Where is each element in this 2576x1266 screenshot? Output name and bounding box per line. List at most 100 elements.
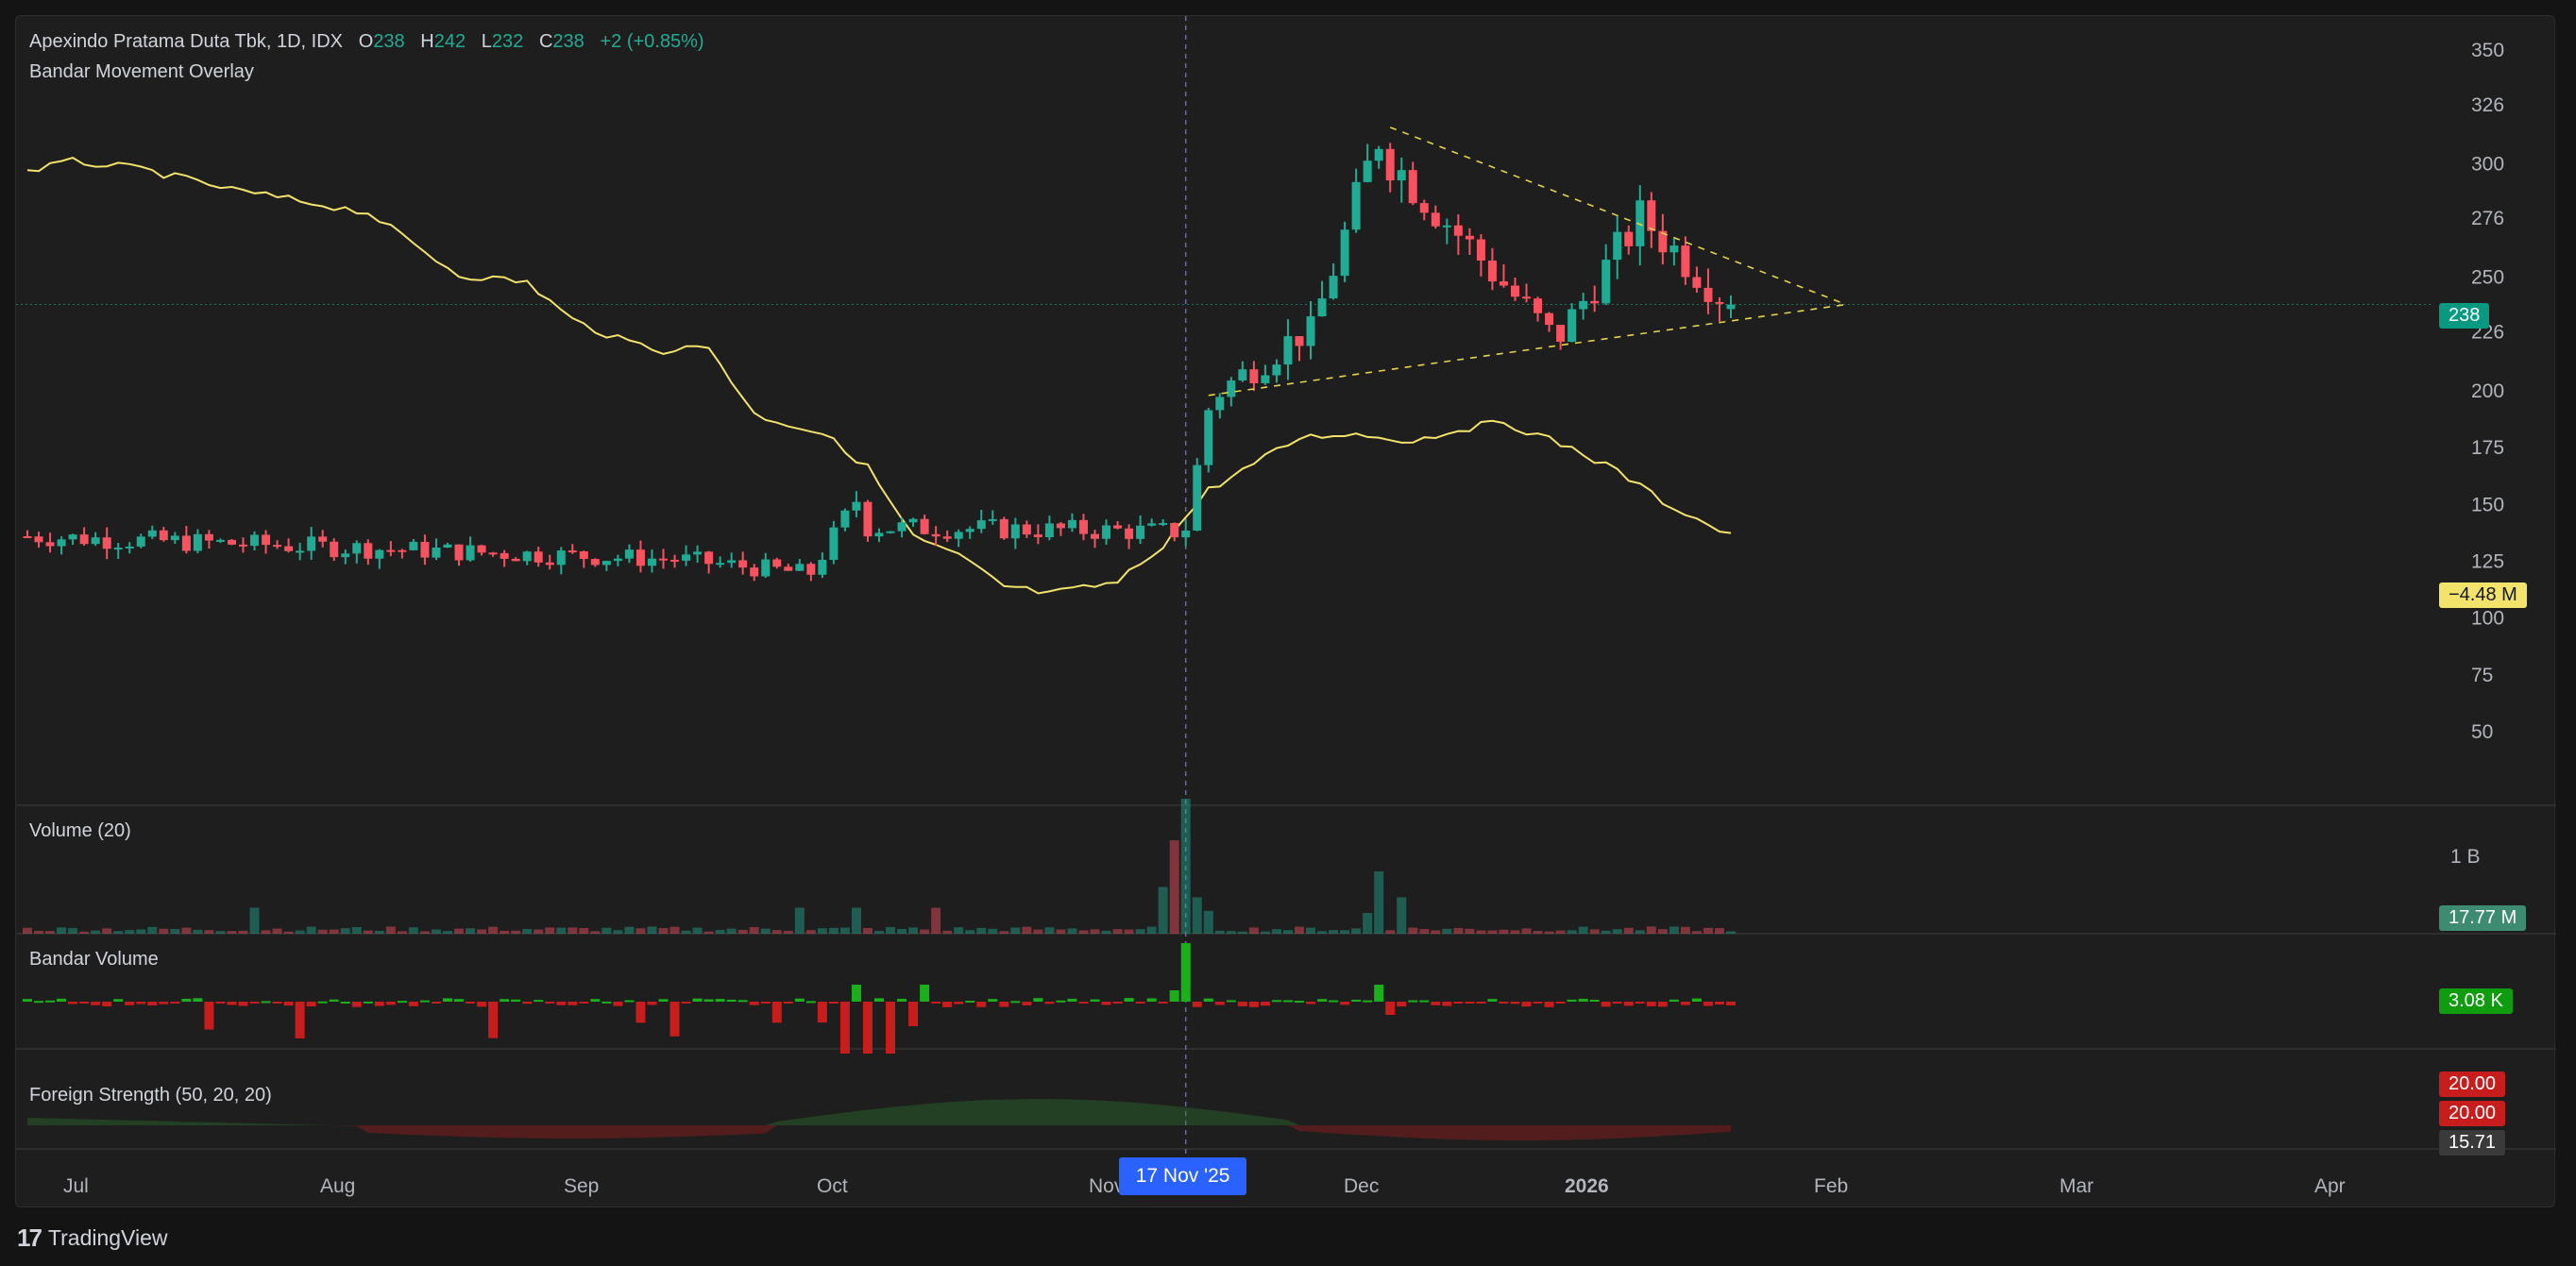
volume-bar <box>999 931 1009 934</box>
candle-body <box>113 548 123 550</box>
bandar-bar <box>1146 998 1157 1002</box>
volume-bar <box>556 927 567 934</box>
bandar-bar <box>283 1002 294 1006</box>
bandar-bar <box>113 999 124 1002</box>
bandar-bar <box>1340 1002 1350 1005</box>
volume-bar <box>1340 930 1350 934</box>
volume-bar <box>715 929 725 934</box>
bandar-bar <box>1203 998 1213 1002</box>
high-value: 242 <box>433 31 466 52</box>
bandar-bar <box>1657 1002 1668 1007</box>
bandar-bar <box>760 1002 771 1004</box>
volume-bar <box>1022 926 1032 934</box>
volume-bar <box>1510 930 1520 934</box>
volume-bar <box>1294 926 1304 934</box>
bandar-bar <box>1329 1000 1339 1003</box>
foreign-strength-positive-area <box>27 1099 1731 1125</box>
candle-body <box>613 558 622 562</box>
bandar-bar <box>568 1002 578 1005</box>
bandar-bar <box>681 1002 691 1004</box>
bandar-bar <box>340 1001 350 1004</box>
bandar-bar <box>1521 1002 1532 1007</box>
bandar-bar <box>1487 999 1498 1002</box>
candle-body <box>772 559 782 567</box>
candle-body <box>398 549 407 552</box>
candle-body <box>647 558 656 566</box>
bandar-bar <box>886 1002 896 1054</box>
time-axis-label: Nov <box>1089 1175 1125 1197</box>
candle-body <box>1408 170 1417 204</box>
time-axis-label: Feb <box>1814 1175 1848 1197</box>
candle-body <box>386 549 396 552</box>
bandar-bar <box>954 1002 964 1004</box>
price-axis-label: 350 <box>2471 40 2504 61</box>
candle-body <box>579 550 588 560</box>
bandar-bar <box>579 1002 589 1004</box>
candle-body <box>636 549 645 566</box>
bandar-bar <box>442 998 452 1002</box>
candle-body <box>284 546 294 551</box>
footer-brand[interactable]: 17 TradingView <box>17 1222 168 1254</box>
overlay-series-line <box>26 157 1732 595</box>
bandar-bar <box>1363 1000 1373 1003</box>
bandar-bar <box>249 1002 260 1004</box>
candle-body <box>1453 225 1463 236</box>
volume-bar <box>238 930 248 934</box>
bandar-bar <box>1271 1000 1281 1003</box>
price-axis-label: 125 <box>2471 551 2504 573</box>
volume-bar <box>1646 926 1656 934</box>
candle-body <box>1067 519 1076 529</box>
overlay-legend[interactable]: Bandar Movement Overlay <box>29 61 254 82</box>
candle-body <box>1419 203 1429 213</box>
candle-body <box>262 534 271 546</box>
bandar-bar <box>1589 999 1600 1002</box>
volume-bar <box>590 931 601 934</box>
candle-body <box>204 533 213 541</box>
bandar-value-tag: 3.08 K <box>2439 988 2513 1014</box>
foreign-pane-title[interactable]: Foreign Strength (50, 20, 20) <box>29 1085 272 1106</box>
volume-bar <box>1260 931 1270 934</box>
candle-body <box>364 543 373 559</box>
bandar-bar <box>1544 1002 1554 1007</box>
bandar-pane-title[interactable]: Bandar Volume <box>29 949 159 970</box>
bandar-bar <box>839 1002 850 1054</box>
volume-bar <box>1135 929 1145 934</box>
volume-bar <box>1487 930 1498 934</box>
volume-bar <box>34 930 44 934</box>
candle-body <box>1102 525 1111 539</box>
candle-body <box>1010 524 1020 539</box>
candle-body <box>806 564 816 575</box>
bandar-bar <box>272 1002 282 1004</box>
bandar-bar <box>1112 1002 1123 1004</box>
candle-body <box>1351 181 1361 230</box>
candle-body <box>239 544 248 547</box>
candle-body <box>1431 212 1440 227</box>
bandar-bar <box>1453 1002 1464 1004</box>
candle-body <box>682 554 691 561</box>
candle-body <box>488 552 498 555</box>
volume-bar <box>1067 928 1077 934</box>
volume-bar <box>1623 927 1634 934</box>
candle-body <box>1113 525 1123 529</box>
volume-bar <box>295 930 305 934</box>
triangle-lower-line <box>1208 303 1847 397</box>
volume-bar <box>794 907 805 934</box>
volume-bar <box>1112 929 1123 934</box>
volume-bar <box>874 931 884 934</box>
volume-bar <box>1635 930 1645 934</box>
low-label: L <box>481 31 492 52</box>
candle-body <box>296 550 305 553</box>
bandar-bar <box>1703 1002 1713 1006</box>
volume-bar <box>886 927 896 934</box>
candle-body <box>1499 281 1508 286</box>
volume-bar <box>488 926 499 934</box>
volume-bar <box>920 929 930 934</box>
bandar-bar <box>749 1002 759 1005</box>
volume-bar <box>1271 929 1281 934</box>
candle-body <box>897 522 907 532</box>
bandar-bar <box>556 1002 567 1005</box>
bandar-bar <box>1669 999 1679 1002</box>
volume-pane-title[interactable]: Volume (20) <box>29 820 131 841</box>
volume-bar <box>1680 926 1690 934</box>
